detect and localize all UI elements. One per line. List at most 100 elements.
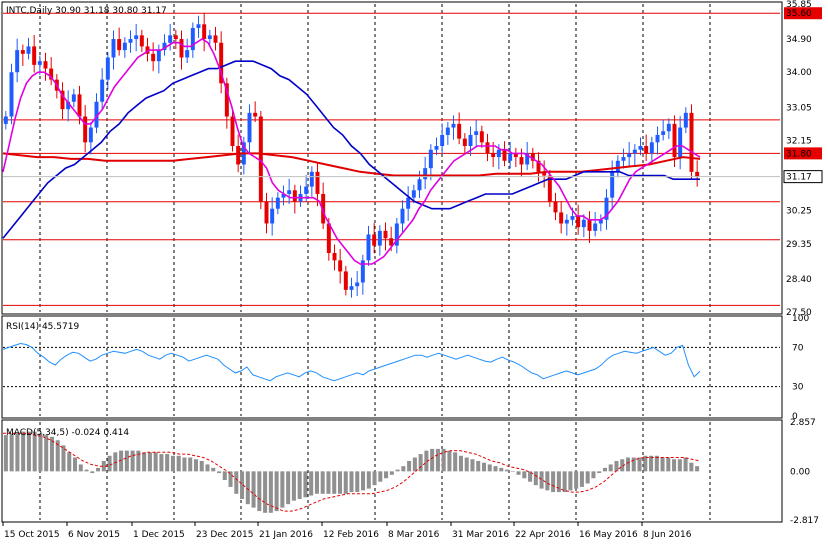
macd-bar [61,445,66,472]
candle-body [695,171,700,177]
candle-body [366,234,371,261]
macd-bar [326,471,331,494]
candle-body [593,223,598,231]
macd-bar [695,466,700,472]
candle-body [156,50,161,62]
macd-bar [222,471,227,480]
candle-body [411,190,416,198]
candle-body [258,116,263,202]
candle-body [230,116,235,147]
candle-body [83,116,88,143]
candle-body [49,68,54,80]
rsi-tick-label: 0 [792,412,798,422]
candle-body [26,46,31,54]
macd-bar [349,471,354,493]
macd-bar [395,469,400,472]
macd-bar [522,471,527,479]
candle-body [627,153,632,158]
candle-body [111,39,116,58]
macd-bar [568,471,573,491]
candle-body [77,94,82,117]
level-badge [784,7,822,20]
macd-bar [211,467,216,472]
candle-body [122,42,127,51]
macd-bar [337,471,342,494]
price-tick-label: 33.05 [786,103,812,113]
macd-bar [332,471,337,494]
candle-body [604,197,609,220]
macd-bar [49,436,54,472]
rsi-tick-label: 70 [792,343,804,353]
candle-body [485,142,490,154]
macd-bar [78,464,83,472]
macd-bar [689,462,694,472]
macd-bar [101,460,106,472]
macd-bar [528,471,533,482]
price-tick-label: 27.50 [786,308,812,318]
candle-body [678,127,683,158]
candle-body [264,201,269,224]
price-tick-label: 35.85 [786,0,812,10]
macd-bar [361,471,366,491]
candle-body [162,42,167,51]
macd-bar [585,471,590,484]
candle-body [202,24,207,40]
macd-bar [303,471,308,498]
candle-body [440,134,445,147]
macd-bar [228,471,233,487]
macd-bar [481,462,487,472]
candle-body [139,35,144,47]
macd-bar [38,433,43,472]
rsi-axis: 100 70 30 0 [792,314,809,422]
candle-body [287,190,292,194]
macd-bar [72,457,78,472]
price-tick-label: 28.40 [786,275,812,285]
macd-bar [263,471,268,513]
candle-body [372,234,377,246]
time-tick-label: 8 Mar 2016 [388,530,440,540]
candle-body [304,186,309,194]
macd-bar [291,471,296,501]
time-axis: 15 Oct 2015 6 Nov 2015 1 Dec 2015 23 Dec 20… [2,522,692,540]
candle-body [468,134,473,147]
candle-body [559,212,564,224]
candle-body [655,134,660,143]
macd-bar [136,450,141,472]
macd-bar [286,471,291,505]
candle-body [20,50,25,54]
macd-bar [245,471,250,505]
macd-bar [654,455,659,472]
candle-body [71,94,76,102]
candle-body [689,112,694,172]
macd-bar [418,454,423,472]
macd-bar [26,431,31,472]
candle-body [661,131,666,135]
macd-bar [435,448,440,472]
macd-bar [562,471,567,493]
candle-body [15,50,20,73]
time-tick-label: 1 Dec 2015 [133,530,185,540]
macd-bar [372,471,377,486]
macd-bar [188,457,193,472]
macd-bar [470,459,475,472]
macd-bar [407,460,412,472]
macd-title: MACD(5,34,5) -0.024 0.414 [6,428,129,438]
candle-body [474,131,479,135]
candle-body [88,127,93,143]
macd-bar [447,450,452,472]
macd-bar [107,455,112,472]
vertical-grid [39,4,711,520]
candle-body [321,193,326,224]
candle-body [542,171,547,176]
macd-bar [193,459,198,472]
candle-body [185,50,190,58]
macd-signal-line [3,432,701,512]
macd-bar [320,471,325,494]
macd-bar [142,452,147,472]
time-tick-label: 22 Apr 2016 [515,530,571,540]
candle-body [632,149,637,154]
candle-body [117,39,122,51]
candle-body [457,123,462,139]
candle-body [9,72,14,117]
macd-bar [153,452,158,472]
